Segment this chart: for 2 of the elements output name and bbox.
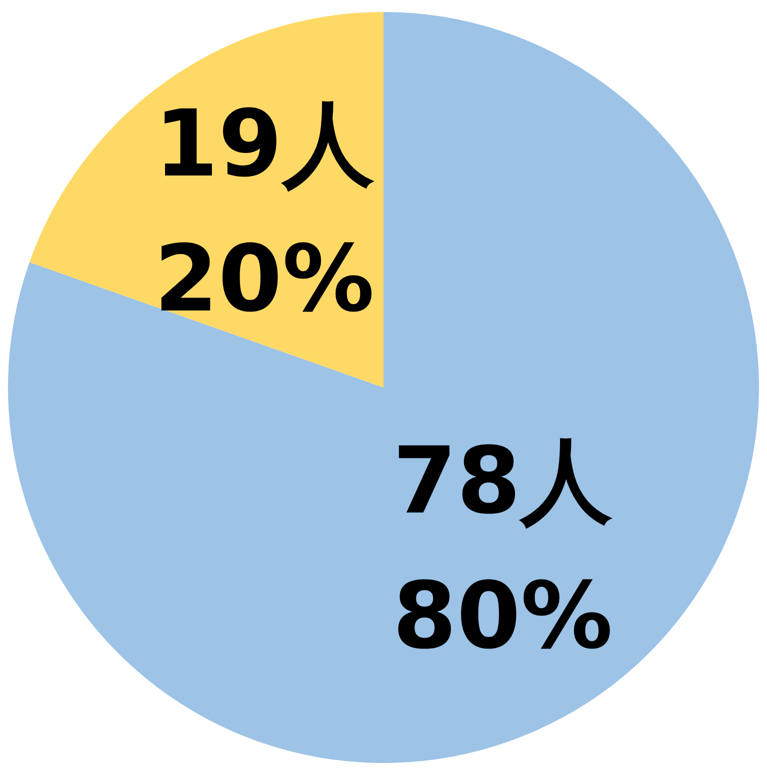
data-label: 19人 20% [154,90,374,332]
data-label: 78人 80% [392,428,613,670]
